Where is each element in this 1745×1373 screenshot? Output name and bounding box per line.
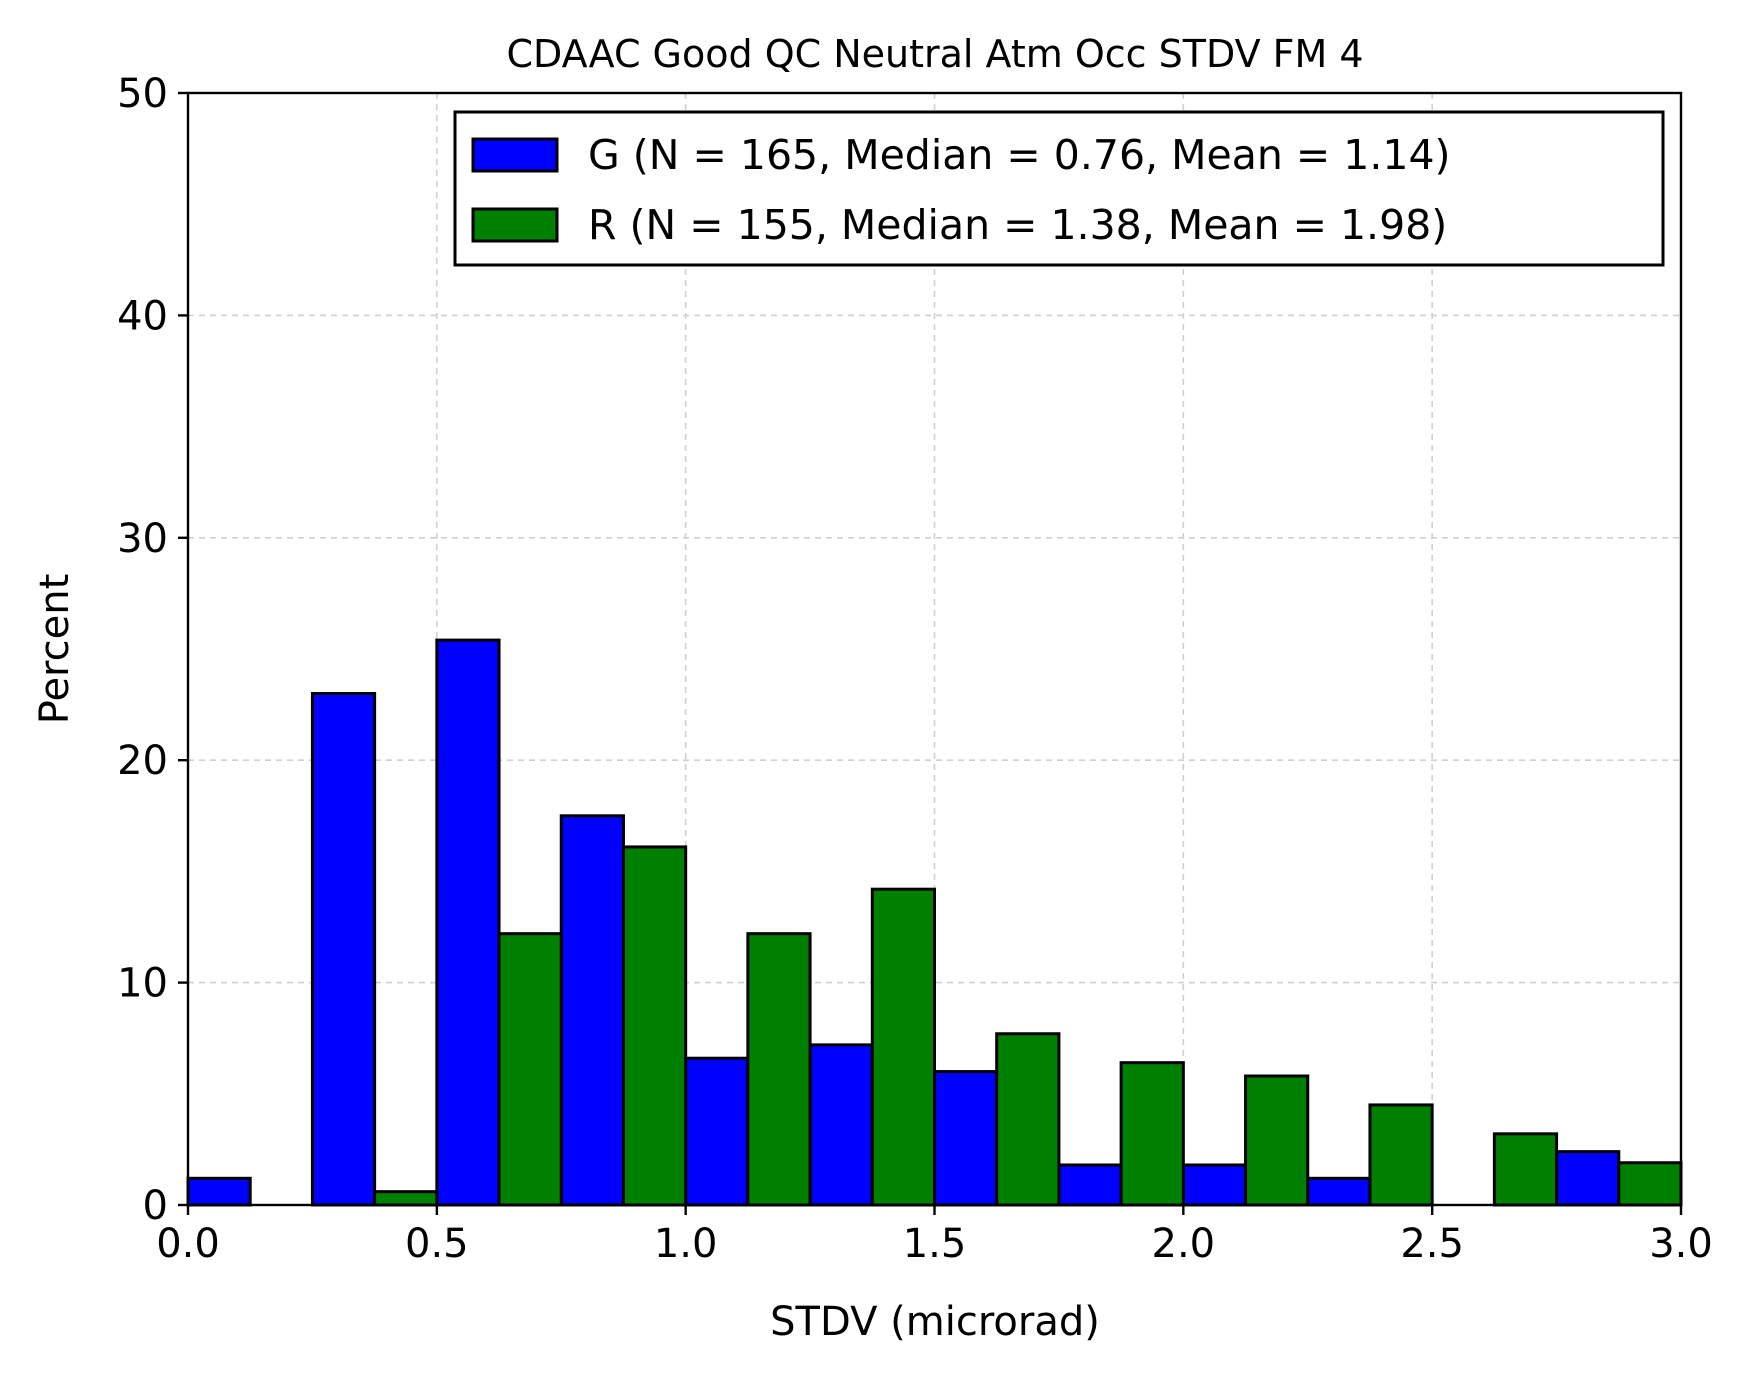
bar-g [1057, 1163, 1123, 1207]
bar-g [1181, 1163, 1248, 1207]
bar-r [1617, 1161, 1683, 1207]
legend-swatch-r [471, 207, 559, 243]
legend-label-g: G (N = 165, Median = 0.76, Mean = 1.14) [588, 131, 1451, 179]
x-tick-label: 1.0 [654, 1221, 718, 1267]
bar-g [435, 638, 501, 1207]
legend-swatch-g [471, 137, 559, 173]
bar-r [1244, 1074, 1310, 1207]
legend: G (N = 165, Median = 0.76, Mean = 1.14) … [453, 110, 1665, 267]
bar-r [746, 932, 812, 1207]
y-tick-label: 10 [117, 961, 168, 1007]
axis-ticks: 0.0 0.5 1.0 1.5 2.0 2.5 3.0 0 10 20 30 40 50 [117, 71, 1713, 1267]
bar-g [559, 814, 625, 1207]
bar-g [1555, 1150, 1621, 1207]
x-tick-label: 2.0 [1152, 1221, 1216, 1267]
bar-g [684, 1056, 750, 1207]
x-tick-label: 2.5 [1400, 1221, 1464, 1267]
bar-r [995, 1032, 1061, 1207]
bar-r [870, 887, 937, 1207]
x-tick-label: 0.0 [156, 1221, 220, 1267]
y-axis-label: Percent [32, 574, 78, 725]
bar-r [1119, 1061, 1185, 1207]
bar-g [1306, 1176, 1372, 1207]
bar-g [186, 1176, 252, 1207]
bar-r [497, 932, 563, 1207]
x-axis-label: STDV (microrad) [770, 1299, 1100, 1345]
y-tick-label: 40 [117, 293, 168, 339]
bar-r [1492, 1132, 1559, 1207]
bar-g [310, 691, 377, 1207]
bar-g [808, 1043, 874, 1207]
bar-r [621, 845, 688, 1207]
y-tick-label: 50 [117, 71, 168, 117]
bars [186, 638, 1683, 1207]
y-tick-label: 20 [117, 738, 168, 784]
x-tick-label: 0.5 [405, 1221, 469, 1267]
bar-r [1368, 1103, 1434, 1207]
x-tick-label: 3.0 [1649, 1221, 1713, 1267]
x-tick-label: 1.5 [903, 1221, 967, 1267]
chart-title: CDAAC Good QC Neutral Atm Occ STDV FM 4 [506, 32, 1363, 76]
y-tick-label: 0 [143, 1183, 168, 1229]
bar-g [933, 1070, 999, 1207]
legend-frame [453, 110, 1665, 267]
legend-label-r: R (N = 155, Median = 1.38, Mean = 1.98) [588, 201, 1447, 249]
y-tick-label: 30 [117, 516, 168, 562]
bar-r [373, 1190, 439, 1207]
